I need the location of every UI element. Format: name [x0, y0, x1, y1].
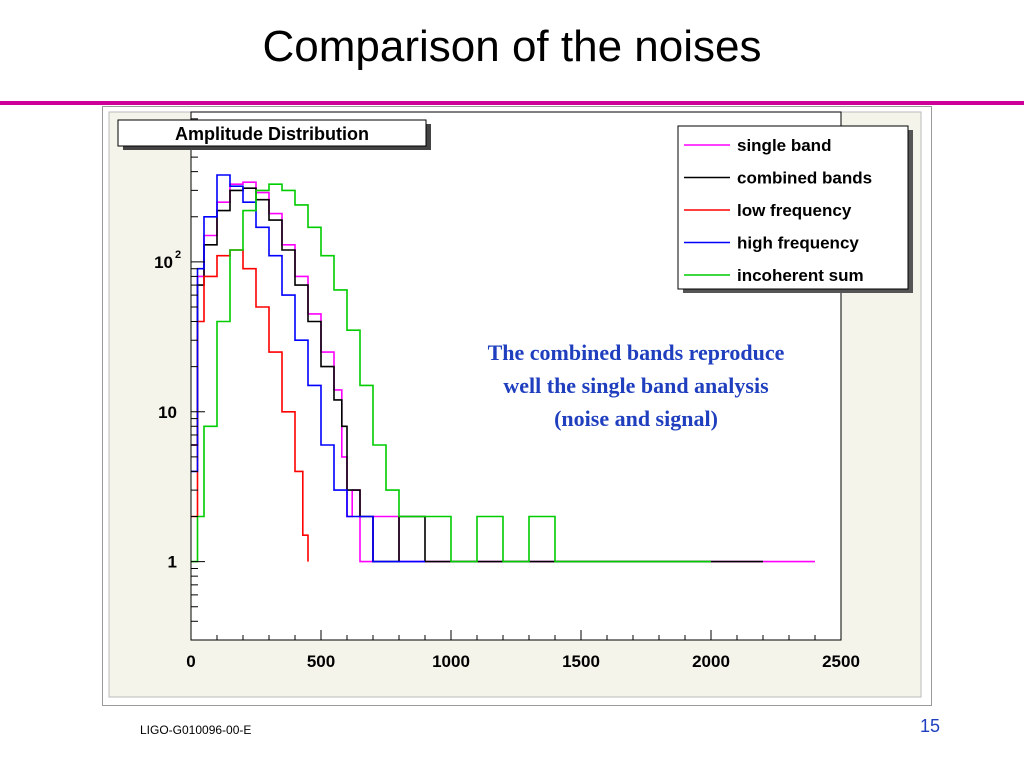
annotation-line-1: The combined bands reproduce — [488, 340, 785, 365]
y-tick-label: 1 — [168, 553, 177, 572]
legend-box — [677, 125, 909, 290]
legend-label-5: incoherent sum — [737, 266, 864, 285]
page-number: 15 — [919, 716, 940, 736]
slide-title: Comparison of the noises — [262, 22, 762, 71]
series-line-4 — [191, 174, 425, 563]
x-tick-label: 1500 — [562, 652, 600, 671]
series-line-3 — [191, 249, 309, 562]
title-rule — [0, 101, 1024, 105]
x-tick-label: 0 — [186, 652, 195, 671]
y-tick-label: 10 — [158, 403, 177, 422]
legend-label-3: low frequency — [737, 201, 852, 220]
series-line-5 — [191, 183, 711, 563]
x-tick-label: 500 — [307, 652, 335, 671]
footer-document-id: LIGO-G010096-00-E — [140, 723, 252, 737]
chart-title-box — [117, 119, 427, 147]
annotation-line-3: (noise and signal) — [554, 406, 718, 431]
series-line-2 — [191, 187, 763, 563]
chart-title: Amplitude Distribution — [175, 124, 369, 144]
x-tick-label: 2000 — [692, 652, 730, 671]
legend-label-2: combined bands — [737, 169, 872, 188]
x-tick-label: 1000 — [432, 652, 470, 671]
legend-label-4: high frequency — [737, 234, 859, 253]
y-tick-label: 10 — [154, 253, 173, 272]
y-tick-label-exponent: 2 — [175, 249, 181, 261]
legend-label-1: single band — [737, 136, 831, 155]
annotation-line-2: well the single band analysis — [503, 373, 769, 398]
plot-border — [190, 111, 842, 641]
x-tick-label: 2500 — [822, 652, 860, 671]
